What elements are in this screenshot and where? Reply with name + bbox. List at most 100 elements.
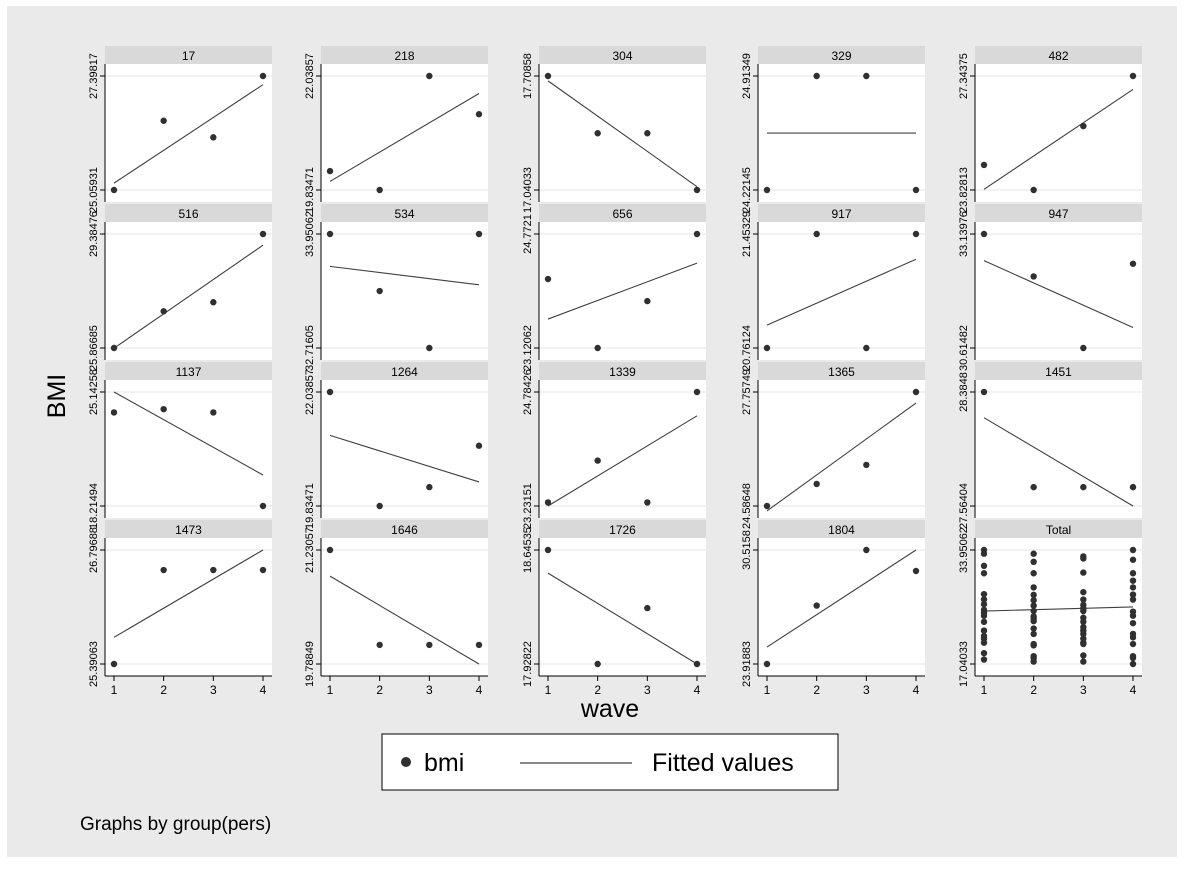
panel-title: 329 — [831, 49, 851, 63]
panel-534: 534 33.95062 32.71605 — [304, 204, 488, 371]
data-point — [1030, 591, 1037, 599]
panel-title: 656 — [612, 207, 632, 221]
panel-title: 17 — [182, 49, 196, 63]
data-point — [1030, 186, 1037, 194]
panel-title: 1646 — [391, 523, 418, 537]
data-point — [1080, 344, 1087, 352]
data-point — [1080, 122, 1087, 130]
data-point — [1080, 652, 1087, 659]
x-tick-label: 2 — [813, 683, 820, 697]
data-point — [980, 388, 988, 396]
data-point — [1129, 72, 1137, 80]
fit-line — [547, 80, 698, 188]
y-tick-label: 19.78849 — [304, 641, 316, 687]
data-point — [426, 344, 433, 352]
data-point — [863, 72, 870, 80]
y-tick-label: 17.04033 — [522, 167, 534, 213]
y-tick-label: 24.7721 — [522, 214, 534, 254]
panel-title: 1339 — [609, 365, 636, 379]
legend-label-fitted: Fitted values — [652, 749, 794, 777]
y-tick-label: 23.91883 — [741, 641, 753, 687]
data-point — [210, 566, 217, 574]
plot-area — [321, 64, 488, 202]
panel-header — [758, 46, 925, 64]
y-tick-label: 29.38476 — [88, 211, 100, 257]
data-point — [1080, 555, 1087, 562]
x-tick-label: 2 — [160, 683, 167, 697]
data-point — [376, 186, 383, 194]
data-point — [980, 627, 988, 634]
panel-title: 1365 — [828, 365, 855, 379]
data-point — [426, 483, 433, 491]
y-tick-label: 24.22145 — [741, 167, 753, 213]
data-point — [1129, 654, 1137, 662]
data-point — [1080, 569, 1087, 576]
panel-1264: 1264 22.03857 19.83471 — [304, 362, 488, 529]
data-point — [1030, 483, 1037, 491]
data-point — [1080, 640, 1087, 648]
data-point — [980, 590, 988, 598]
panel-1646: 1646 21.23057 19.78849 1 2 3 4 — [304, 520, 488, 697]
data-point — [980, 570, 988, 577]
data-point — [259, 72, 267, 80]
data-point — [1030, 607, 1037, 615]
data-point — [210, 409, 217, 416]
data-point — [980, 596, 988, 603]
panel-header — [539, 362, 706, 380]
data-point — [376, 287, 383, 295]
figure-background: 17 27.39817 25.05931 218 22.03857 19.83471 304… — [7, 6, 1177, 857]
data-point — [980, 562, 988, 570]
fit-line — [113, 549, 264, 638]
fit-line — [329, 265, 480, 286]
panel-header — [975, 362, 1142, 380]
panel-header — [105, 46, 272, 64]
data-point — [1129, 556, 1137, 563]
data-point — [980, 161, 988, 169]
panel-title: 482 — [1048, 49, 1068, 63]
data-point — [594, 344, 601, 352]
x-tick-label: 1 — [545, 683, 552, 697]
x-tick-label: 4 — [476, 683, 483, 697]
panel-516: 516 29.38476 25.86685 — [88, 204, 272, 371]
y-tick-label: 23.23151 — [522, 483, 534, 529]
data-point — [1030, 630, 1037, 638]
data-point — [160, 117, 167, 124]
y-tick-label: 27.56404 — [958, 483, 970, 529]
data-point — [863, 461, 870, 469]
data-point — [763, 186, 771, 194]
data-point — [160, 308, 167, 315]
data-point — [980, 649, 988, 657]
data-point — [863, 546, 870, 554]
panel-header — [321, 204, 488, 222]
y-tick-label: 17.92822 — [522, 641, 534, 687]
panel-title: 947 — [1048, 207, 1068, 221]
panel-1365: 1365 27.75749 24.58648 — [741, 362, 925, 529]
data-point — [813, 230, 820, 238]
data-point — [544, 72, 552, 80]
plot-area — [321, 538, 488, 676]
x-axis-title: wave — [580, 695, 639, 723]
panel-title: 534 — [394, 207, 414, 221]
data-point — [980, 550, 988, 557]
data-point — [980, 601, 988, 608]
data-point — [693, 388, 701, 396]
fit-line — [766, 258, 917, 326]
y-tick-label: 24.78426 — [522, 369, 534, 415]
panel-title: 1451 — [1045, 365, 1072, 379]
data-point — [693, 186, 701, 194]
data-point — [1129, 483, 1137, 491]
x-tick-label: 3 — [863, 683, 870, 697]
plot-area — [758, 222, 925, 360]
plot-area — [758, 380, 925, 518]
panel-1339: 1339 24.78426 23.23151 — [522, 362, 706, 529]
data-point — [813, 72, 820, 80]
x-tick-label: 2 — [594, 683, 601, 697]
panel-header — [539, 520, 706, 538]
x-tick-label: 1 — [764, 683, 771, 697]
panel-1726: 1726 18.64535 17.92822 1 2 3 4 — [522, 520, 706, 697]
panel-1137: 1137 25.14258 18.21494 — [88, 362, 272, 529]
panel-title: 516 — [178, 207, 198, 221]
panel-329: 329 24.91349 24.22145 — [741, 46, 925, 213]
fit-line — [547, 415, 698, 507]
x-tick-label: 4 — [694, 683, 701, 697]
